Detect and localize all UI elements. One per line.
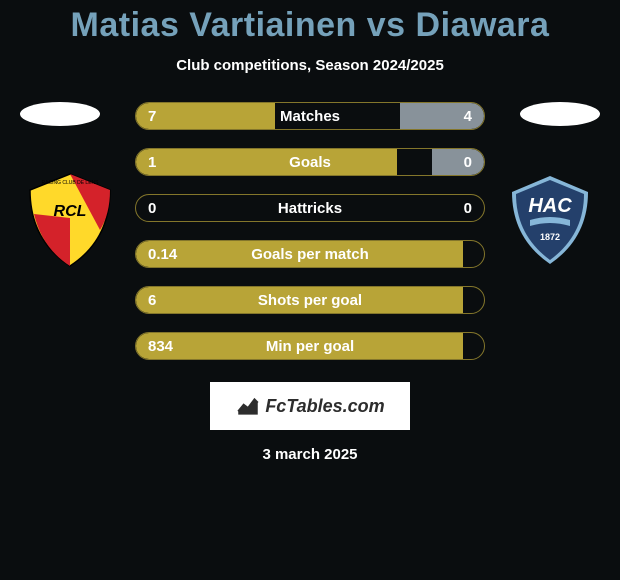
brand-text: FcTables.com — [265, 396, 384, 417]
stat-value-right: 0 — [394, 154, 484, 171]
stat-row: 834Min per goal — [135, 332, 485, 360]
svg-text:HAC: HAC — [528, 195, 572, 217]
svg-text:RCL: RCL — [54, 203, 87, 220]
stat-rows: 7Matches41Goals00Hattricks00.14Goals per… — [135, 102, 485, 360]
stat-value-right: 0 — [394, 200, 484, 217]
stat-label: Goals — [226, 154, 394, 171]
stat-row: 6Shots per goal — [135, 286, 485, 314]
subtitle: Club competitions, Season 2024/2025 — [0, 57, 620, 74]
flag-right — [520, 102, 600, 126]
stat-value-left: 6 — [136, 292, 226, 309]
club-badge-left: RCL RACING CLUB DE LENS — [20, 170, 120, 270]
stat-label: Shots per goal — [226, 292, 394, 309]
stat-label: Hattricks — [226, 200, 394, 217]
chart-icon — [235, 393, 261, 419]
stat-row: 0.14Goals per match — [135, 240, 485, 268]
page-title: Matias Vartiainen vs Diawara — [0, 0, 620, 45]
brand-badge: FcTables.com — [210, 382, 410, 430]
flag-left — [20, 102, 100, 126]
stat-value-right: 4 — [394, 108, 484, 125]
stat-value-left: 0 — [136, 200, 226, 217]
club-badge-right: HAC 1872 — [500, 170, 600, 270]
stat-label: Goals per match — [226, 246, 394, 263]
date-text: 3 march 2025 — [0, 446, 620, 463]
stat-value-left: 7 — [136, 108, 226, 125]
stat-label: Min per goal — [226, 338, 394, 355]
stat-row: 0Hattricks0 — [135, 194, 485, 222]
stat-value-left: 1 — [136, 154, 226, 171]
stat-row: 7Matches4 — [135, 102, 485, 130]
stat-label: Matches — [226, 108, 394, 125]
stat-value-left: 0.14 — [136, 246, 226, 263]
comparison-container: RCL RACING CLUB DE LENS HAC 1872 7Matche… — [0, 102, 620, 463]
stat-value-left: 834 — [136, 338, 226, 355]
svg-text:RACING CLUB DE LENS: RACING CLUB DE LENS — [42, 180, 100, 186]
stat-row: 1Goals0 — [135, 148, 485, 176]
svg-text:1872: 1872 — [540, 232, 560, 242]
